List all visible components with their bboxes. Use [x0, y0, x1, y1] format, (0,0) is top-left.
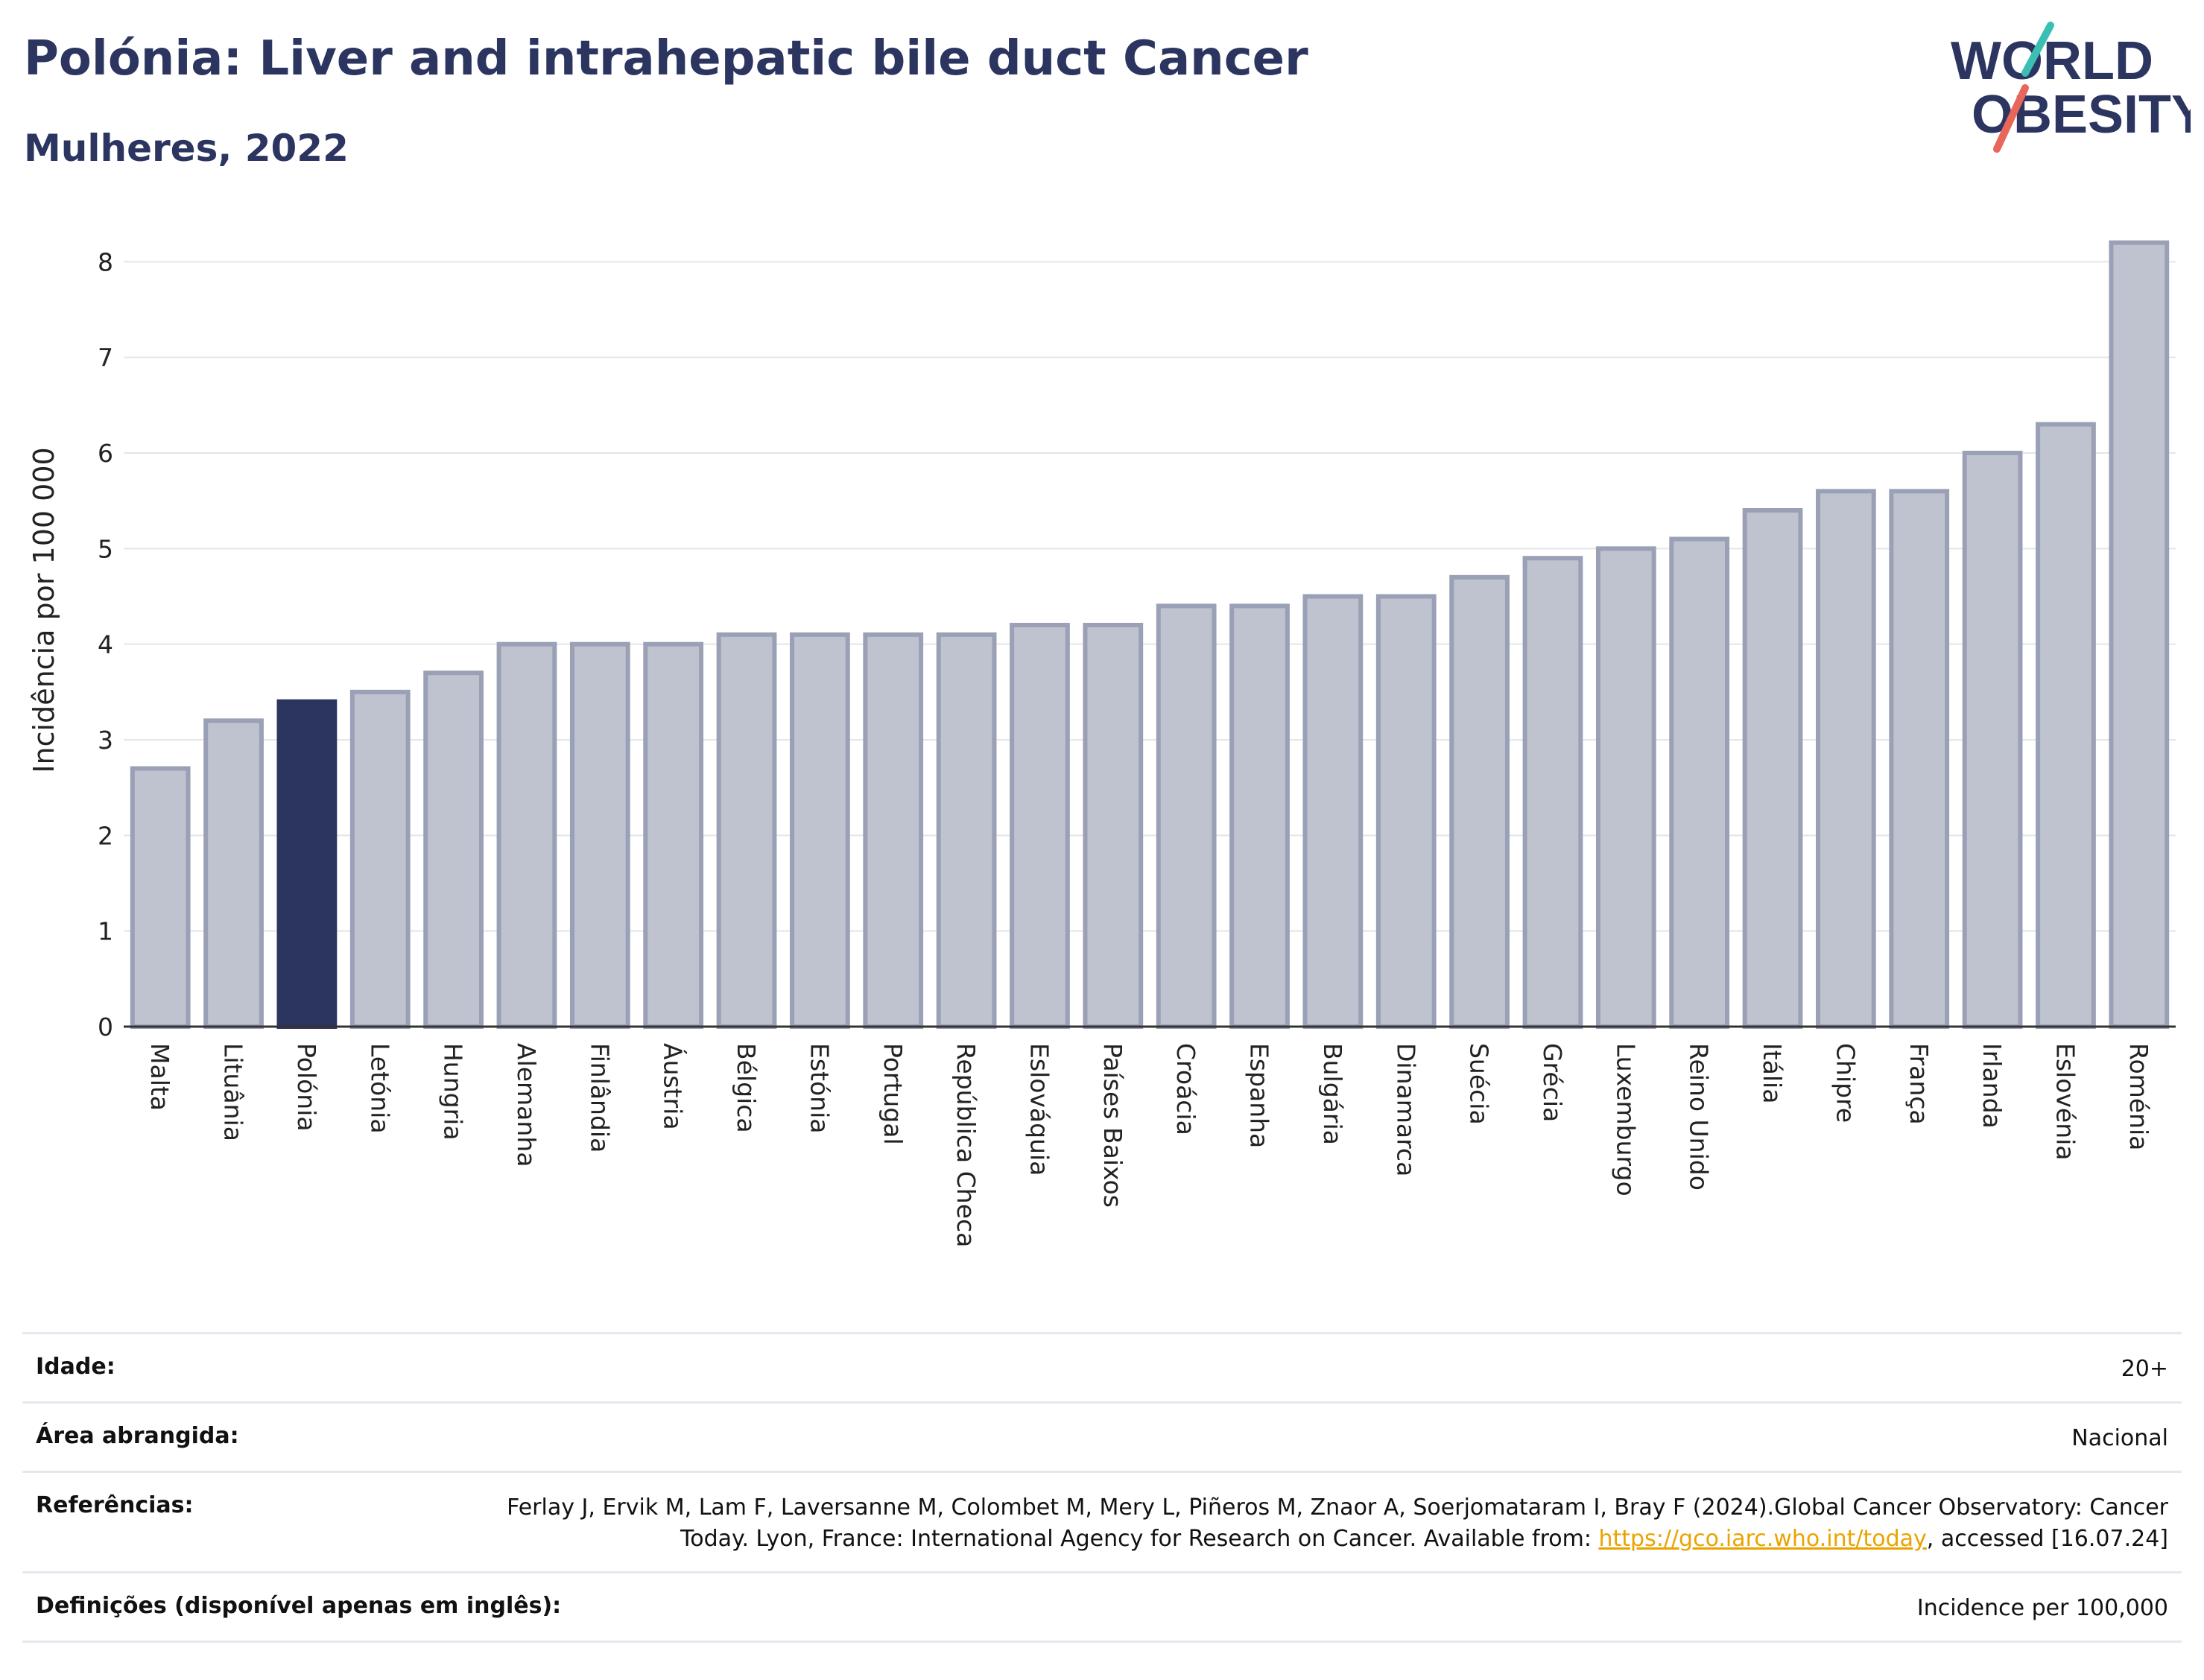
x-tick-label-24: França — [1904, 1043, 1934, 1125]
bar-15[interactable] — [1229, 603, 1290, 1029]
bar-11[interactable] — [936, 632, 997, 1029]
x-tick-label-10: Portugal — [878, 1043, 908, 1145]
x-tick-label-14: Croácia — [1171, 1043, 1200, 1135]
x-tick-label-26: Eslovénia — [2051, 1043, 2080, 1161]
bar-24[interactable] — [1889, 489, 1950, 1029]
x-tick-label-4: Hungria — [439, 1043, 468, 1141]
x-tick-label-25: Irlanda — [1977, 1043, 2007, 1129]
bar-6[interactable] — [569, 641, 630, 1029]
x-tick-label-17: Dinamarca — [1391, 1043, 1420, 1176]
bar-13[interactable] — [1083, 623, 1144, 1029]
bar-8[interactable] — [716, 632, 777, 1029]
logo-text-obesity: OBESITY — [1972, 85, 2191, 145]
bar-1[interactable] — [203, 718, 264, 1029]
world-obesity-logo: WORLD OBESITY — [1951, 22, 2191, 153]
bar-27[interactable] — [2109, 240, 2170, 1030]
x-axis-ticks: Malta Lituânia Polónia Letónia Hungria Aleman… — [145, 1043, 2153, 1247]
age-label: Idade: — [36, 1354, 115, 1380]
bar-19[interactable] — [1522, 556, 1583, 1029]
y-tick-label: 7 — [98, 343, 113, 373]
x-tick-label-9: Estónia — [805, 1043, 834, 1133]
x-tick-label-22: Itália — [1758, 1043, 1787, 1103]
y-tick-label: 6 — [98, 439, 113, 468]
bar-12[interactable] — [1010, 623, 1070, 1029]
bar-7[interactable] — [643, 641, 704, 1029]
bar-18[interactable] — [1449, 574, 1510, 1029]
references-label: Referências: — [36, 1492, 194, 1518]
references-text: Ferlay J, Ervik M, Lam F, Laversanne M, … — [507, 1494, 2168, 1552]
bar-22[interactable] — [1742, 508, 1803, 1029]
bar-20[interactable] — [1595, 546, 1656, 1029]
y-tick-label: 4 — [98, 630, 113, 659]
bars — [130, 240, 2170, 1030]
logo-slash-teal — [2021, 22, 2054, 77]
y-tick-label: 1 — [98, 917, 113, 946]
bar-10[interactable] — [863, 632, 924, 1029]
bar-3[interactable] — [349, 689, 411, 1029]
x-tick-label-23: Chipre — [1831, 1043, 1860, 1123]
x-tick-label-1: Lituânia — [219, 1043, 248, 1141]
x-tick-label-16: Bulgária — [1318, 1043, 1347, 1145]
references-link[interactable]: https://gco.iarc.who.int/today — [1598, 1526, 1927, 1552]
definitions-value: Incidence per 100,000 — [1916, 1595, 2168, 1621]
x-tick-label-15: Espanha — [1245, 1043, 1274, 1148]
bar-chart: 0 1 2 3 4 5 6 7 8 Malta Lituânia Polónia Letónia Hun… — [28, 240, 2176, 1247]
bar-17[interactable] — [1375, 594, 1437, 1029]
bar-2[interactable] — [276, 699, 338, 1030]
y-axis-label: Incidência por 100 000 — [28, 447, 60, 773]
x-tick-label-20: Luxemburgo — [1611, 1043, 1640, 1196]
logo-text-world: WORLD — [1951, 31, 2153, 91]
x-tick-label-3: Letónia — [365, 1043, 394, 1134]
y-tick-label: 8 — [98, 247, 113, 276]
page-title: Polónia: Liver and intrahepatic bile duc… — [24, 31, 1308, 86]
x-tick-label-2: Polónia — [292, 1043, 321, 1132]
x-tick-label-8: Bélgica — [732, 1043, 761, 1133]
references-accessed: , accessed [16.07.24] — [1926, 1526, 2168, 1552]
x-tick-label-5: Alemanha — [512, 1043, 541, 1167]
x-tick-label-27: Roménia — [2124, 1043, 2153, 1150]
bar-21[interactable] — [1669, 536, 1730, 1029]
y-tick-label: 3 — [98, 726, 113, 755]
x-tick-label-0: Malta — [145, 1043, 174, 1111]
x-tick-label-13: Países Baixos — [1098, 1043, 1127, 1208]
logo-slash-coral — [1993, 84, 2029, 153]
bar-23[interactable] — [1816, 489, 1876, 1029]
x-tick-label-6: Finlândia — [585, 1043, 614, 1153]
footer-row-age: Idade: 20+ — [22, 1332, 2182, 1401]
references-value: Ferlay J, Ervik M, Lam F, Laversanne M, … — [484, 1492, 2168, 1555]
x-tick-label-18: Suécia — [1465, 1043, 1494, 1125]
footer-row-area: Área abrangida: Nacional — [22, 1401, 2182, 1471]
definitions-label: Definições (disponível apenas em inglês)… — [36, 1593, 562, 1619]
bar-25[interactable] — [1962, 451, 2023, 1029]
bar-0[interactable] — [130, 766, 191, 1029]
x-tick-label-7: Áustria — [659, 1043, 688, 1130]
y-tick-label: 2 — [98, 821, 113, 850]
bar-4[interactable] — [423, 671, 484, 1030]
y-tick-label: 0 — [98, 1012, 113, 1042]
page-subtitle: Mulheres, 2022 — [24, 127, 349, 170]
footer-row-references: Referências: Ferlay J, Ervik M, Lam F, L… — [22, 1471, 2182, 1571]
bar-26[interactable] — [2036, 422, 2096, 1029]
y-axis-ticks: 0 1 2 3 4 5 6 7 8 — [98, 247, 113, 1042]
x-tick-label-11: República Checa — [951, 1043, 981, 1247]
area-label: Área abrangida: — [36, 1423, 239, 1449]
x-tick-label-12: Eslováquia — [1025, 1043, 1054, 1176]
x-tick-label-19: Grécia — [1538, 1043, 1567, 1122]
area-value: Nacional — [2071, 1425, 2168, 1451]
footer-row-definitions: Definições (disponível apenas em inglês)… — [22, 1571, 2182, 1643]
x-tick-label-21: Reino Unido — [1685, 1043, 1714, 1191]
bar-16[interactable] — [1302, 594, 1364, 1029]
bar-5[interactable] — [496, 641, 557, 1029]
bar-9[interactable] — [790, 632, 850, 1029]
chart-footer: Idade: 20+ Área abrangida: Nacional Refe… — [22, 1332, 2182, 1643]
age-value: 20+ — [2121, 1356, 2168, 1382]
y-tick-label: 5 — [98, 534, 113, 563]
bar-14[interactable] — [1156, 603, 1217, 1029]
